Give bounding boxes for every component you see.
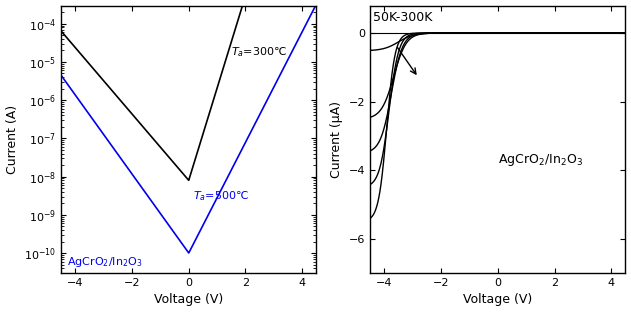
- Text: AgCrO$_2$/In$_2$O$_3$: AgCrO$_2$/In$_2$O$_3$: [498, 152, 583, 168]
- Y-axis label: Current (A): Current (A): [6, 105, 18, 174]
- X-axis label: Voltage (V): Voltage (V): [154, 294, 223, 306]
- X-axis label: Voltage (V): Voltage (V): [463, 294, 533, 306]
- Text: $T_a$=300℃: $T_a$=300℃: [232, 45, 288, 59]
- Y-axis label: Current (μA): Current (μA): [330, 101, 343, 178]
- Text: $T_a$=500℃: $T_a$=500℃: [193, 190, 249, 203]
- Text: AgCrO$_2$/In$_2$O$_3$: AgCrO$_2$/In$_2$O$_3$: [67, 255, 143, 269]
- Text: 50K-300K: 50K-300K: [373, 11, 432, 24]
